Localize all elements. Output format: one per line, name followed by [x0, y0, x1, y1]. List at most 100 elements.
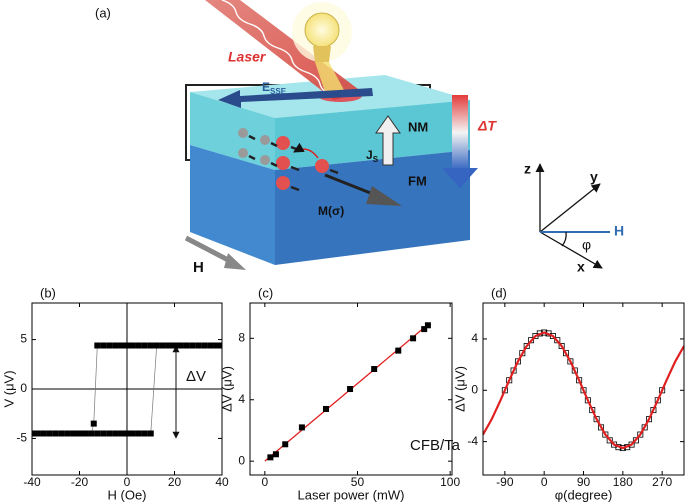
- marker: [32, 430, 35, 437]
- e-sse-label: ESSE: [262, 80, 287, 96]
- dt-bar: [452, 95, 468, 170]
- plot-area: [32, 342, 222, 437]
- y-label: y: [590, 169, 598, 185]
- marker: [82, 430, 89, 437]
- phi-label: φ: [582, 237, 591, 253]
- marker: [632, 437, 639, 444]
- marker: [523, 342, 530, 349]
- laser-label: Laser: [228, 49, 267, 65]
- marker: [189, 342, 196, 349]
- panel-label: (c): [258, 285, 273, 300]
- marker: [129, 430, 136, 437]
- marker: [171, 342, 178, 349]
- marker: [129, 342, 136, 349]
- y-axis-label: V (μV): [1, 370, 16, 407]
- marker: [282, 441, 289, 448]
- y-tick-label: 0: [471, 382, 478, 396]
- x-axis-label: φ(degree): [555, 487, 613, 502]
- x-axis-label: H (Oe): [108, 487, 147, 502]
- marker: [195, 342, 202, 349]
- annotation: ΔV: [186, 368, 206, 385]
- x-tick-label: 20: [168, 475, 182, 489]
- marker: [424, 322, 431, 329]
- marker: [183, 342, 190, 349]
- x-tick-label: 100: [440, 475, 460, 489]
- bulb-base: [313, 46, 331, 62]
- plot-area: [483, 329, 684, 452]
- marker: [298, 424, 305, 431]
- x-tick-label: 0: [541, 475, 548, 489]
- marker: [94, 430, 101, 437]
- marker: [371, 366, 378, 373]
- marker: [201, 342, 208, 349]
- y-tick-label: 4: [471, 331, 478, 345]
- nm-label: NM: [408, 119, 428, 134]
- marker: [118, 342, 125, 349]
- y-axis-label: ΔV (μV): [452, 366, 467, 412]
- z-label: z: [524, 161, 531, 177]
- dt-label: ΔT: [477, 118, 497, 134]
- bulb: [304, 12, 340, 48]
- x-tick-label: 40: [215, 475, 229, 489]
- marker: [135, 430, 142, 437]
- marker: [602, 431, 609, 438]
- x-tick-label: -20: [71, 475, 89, 489]
- js-label: JS: [366, 148, 379, 164]
- marker: [153, 342, 160, 349]
- x-tick-label: 90: [577, 475, 591, 489]
- marker: [554, 337, 561, 344]
- y-tick-label: 5: [20, 332, 27, 346]
- marker: [395, 347, 402, 354]
- marker: [141, 342, 148, 349]
- plot-frame: [482, 302, 685, 476]
- x-axis-label: Laser power (mW): [298, 487, 405, 502]
- y-tick-label: -5: [16, 431, 27, 445]
- marker: [34, 430, 41, 437]
- dt-tip: [442, 168, 478, 188]
- marker: [76, 430, 83, 437]
- h-label: H: [193, 259, 204, 276]
- marker: [159, 342, 166, 349]
- marker: [322, 405, 329, 412]
- h-axis-label: H: [614, 223, 624, 239]
- plot-frame: [249, 302, 453, 476]
- j-label: J: [366, 148, 373, 162]
- marker: [147, 430, 154, 437]
- plot-frame: [31, 302, 223, 476]
- marker: [272, 451, 279, 458]
- fm-front: [275, 150, 470, 265]
- y-tick-label: 0: [238, 453, 245, 467]
- y-axis-label: ΔV (μV): [219, 366, 234, 412]
- plot-area: [264, 322, 431, 462]
- marker: [46, 430, 53, 437]
- marker: [124, 342, 131, 349]
- panel-label: (b): [40, 285, 56, 300]
- x-tick-label: 50: [351, 475, 365, 489]
- marker: [64, 430, 71, 437]
- marker: [135, 342, 142, 349]
- annotation: CFB/Ta: [410, 437, 461, 454]
- panel-label: (d): [491, 285, 507, 300]
- x-tick-label: 0: [261, 475, 268, 489]
- e-sse-arrow: [218, 88, 373, 108]
- marker: [347, 385, 354, 392]
- marker: [112, 430, 119, 437]
- x-label: x: [577, 259, 585, 275]
- marker: [177, 342, 184, 349]
- marker: [637, 431, 644, 438]
- m-label: M(σ): [318, 204, 344, 218]
- js-arrow: [375, 115, 401, 166]
- nm-side: [190, 92, 275, 170]
- h-arrow: [184, 235, 234, 265]
- y-tick-label: 0: [20, 381, 27, 395]
- marker: [94, 342, 101, 349]
- marker: [141, 430, 148, 437]
- x-tick-label: 270: [652, 475, 672, 489]
- marker: [52, 430, 59, 437]
- marker: [90, 420, 97, 427]
- marker: [88, 430, 95, 437]
- marker: [112, 342, 119, 349]
- light-ray: [315, 62, 345, 92]
- marker: [106, 430, 113, 437]
